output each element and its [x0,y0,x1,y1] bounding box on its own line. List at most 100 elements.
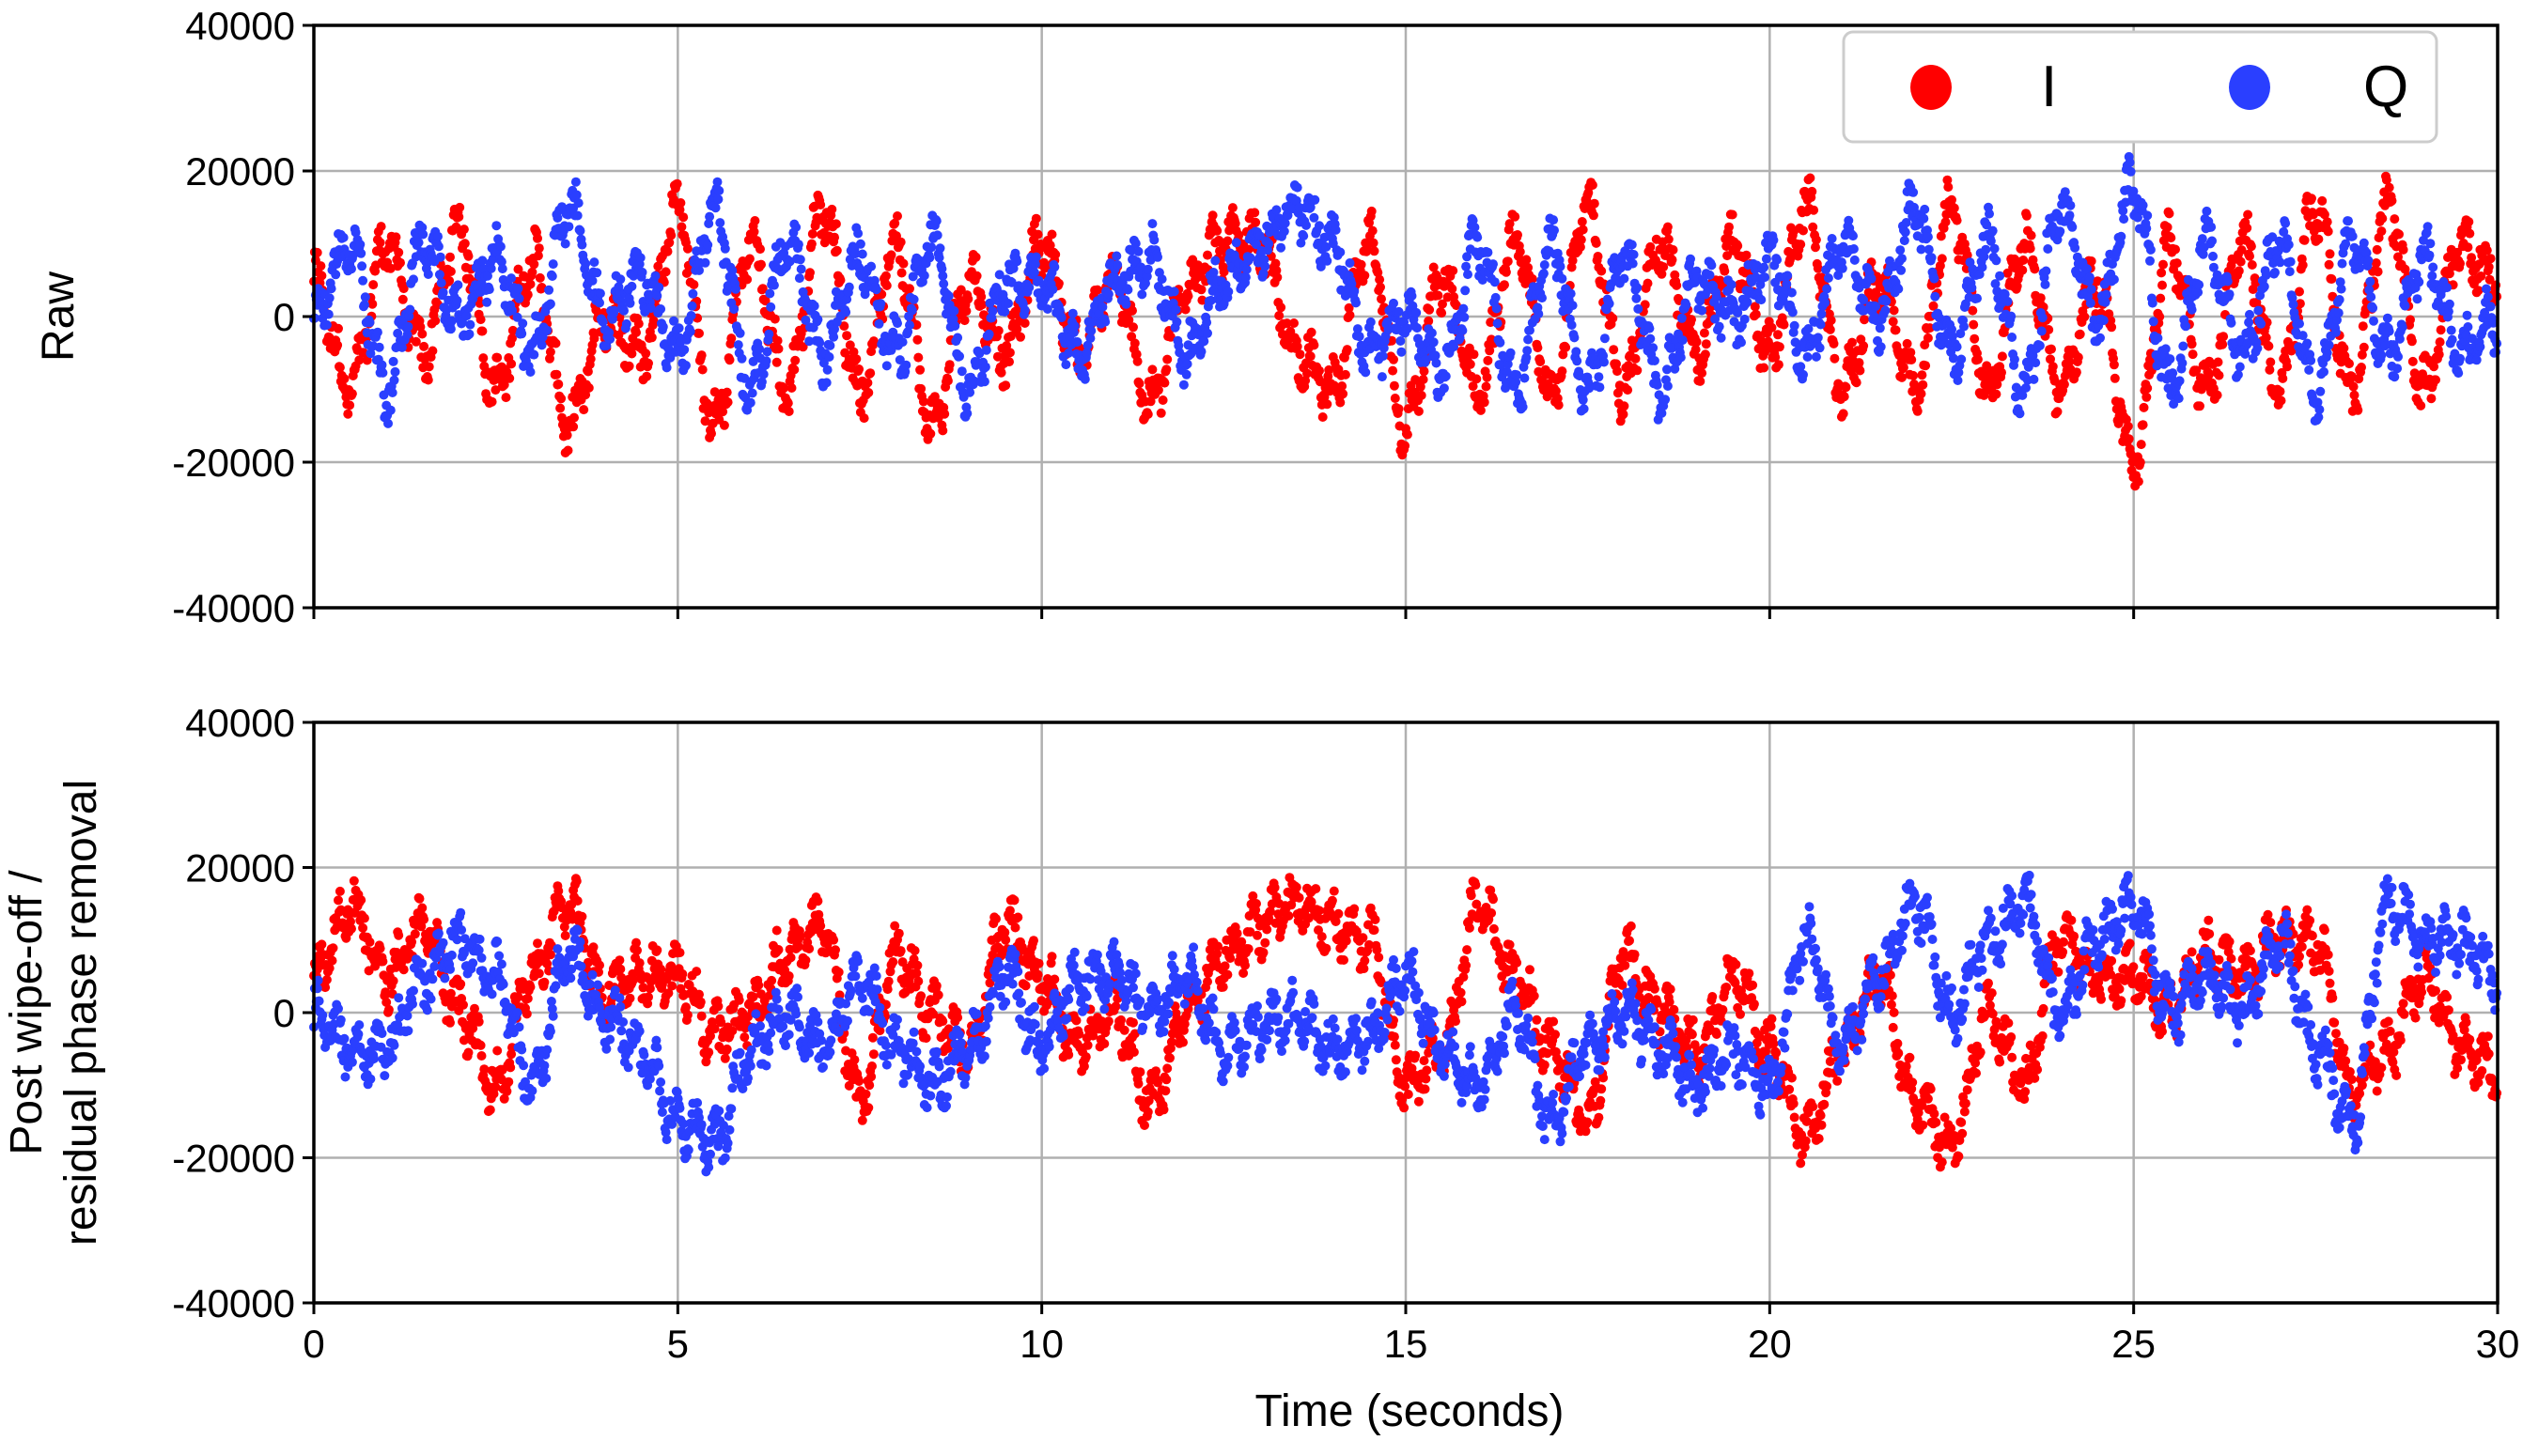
data-point-i [428,346,438,356]
data-point-i [2021,210,2032,221]
data-point-q [434,270,444,280]
data-point-q [545,299,555,309]
data-point-q [356,248,366,258]
data-point-q [2253,305,2264,316]
data-point-q [575,225,585,236]
data-point-q [387,388,397,397]
data-point-q [1210,256,1221,266]
data-point-q [1989,243,2000,254]
data-point-i [1663,234,1674,244]
data-point-q [1137,289,1147,300]
data-point-q [939,279,949,289]
data-point-q [713,194,724,205]
data-point-q [1599,357,1609,367]
data-point-q [1169,287,1179,297]
data-point-i [1051,249,1061,259]
data-point-i [367,299,378,309]
data-point-i [478,353,489,364]
data-point-q [525,367,536,377]
data-point-q [813,315,823,325]
data-point-q [703,240,713,250]
data-point-q [570,177,581,187]
data-point-q [2462,310,2472,320]
data-point-i [1322,399,1332,410]
data-point-q [2288,300,2298,309]
data-point-i [2344,359,2354,369]
data-point-q [1153,252,1162,262]
data-point-i [648,316,659,326]
data-point-q [514,293,524,303]
data-point-q [1377,372,1387,382]
data-point-q [2181,321,2191,332]
data-point-q [383,418,393,428]
data-point-q [355,240,366,250]
data-point-q [1926,253,1937,263]
data-point-i [1315,365,1324,376]
data-point-i [784,407,794,416]
data-point-i [1369,246,1379,256]
data-point-q [2145,256,2155,266]
data-point-q [589,257,600,268]
data-point-i [1345,310,1355,320]
data-point-q [1761,254,1771,264]
data-point-i [1416,390,1426,400]
data-point-q [627,281,637,291]
data-point-i [1402,429,1412,440]
data-point-i [411,336,421,347]
data-point-i [552,369,562,379]
data-point-i [2276,395,2286,406]
data-point-i [2142,383,2153,394]
data-point-i [646,333,657,343]
data-point-i [2275,386,2285,396]
data-point-q [793,240,803,250]
data-point-q [907,305,917,316]
data-point-i [2166,233,2176,243]
data-point-i [2377,213,2388,224]
data-point-i [584,382,594,393]
data-point-q [2141,224,2152,234]
data-point-i [2390,214,2400,225]
data-point-q [1550,225,1559,236]
data-point-i [677,222,687,232]
data-point-i [2234,266,2244,276]
data-point-q [2302,338,2313,349]
data-point-q [821,378,832,388]
data-point-q [324,293,335,303]
data-point-i [2348,381,2359,392]
data-point-q [943,291,954,302]
data-point-q [2281,218,2291,228]
data-point-i [1807,186,1817,196]
data-point-q [871,285,881,295]
data-point-q [855,239,865,249]
data-point-q [2297,331,2308,341]
data-point-i [1796,240,1806,250]
data-point-i [2018,256,2029,265]
data-point-i [537,283,547,292]
data-point-q [553,213,563,223]
data-point-i [1969,319,1979,330]
data-point-i [1561,342,1571,352]
data-point-i [1701,339,1711,349]
data-point-q [2365,276,2375,287]
data-point-i [1340,369,1350,379]
data-point-i [786,383,797,393]
data-point-q [935,243,945,254]
data-point-i [1305,351,1316,362]
data-point-q [486,263,496,273]
data-point-i [722,387,732,397]
data-point-i [1367,225,1378,236]
data-point-i [1251,217,1261,227]
data-point-i [2325,249,2335,259]
data-point-q [1488,259,1498,270]
data-point-i [1388,365,1398,376]
data-point-q [2256,318,2266,329]
data-point-i [2141,392,2152,402]
data-point-i [2384,182,2394,193]
data-point-i [333,340,343,350]
data-point-q [2109,274,2119,285]
data-point-i [707,428,716,439]
data-point-i [1160,378,1170,388]
data-point-i [394,247,404,257]
data-point-i [944,360,955,370]
